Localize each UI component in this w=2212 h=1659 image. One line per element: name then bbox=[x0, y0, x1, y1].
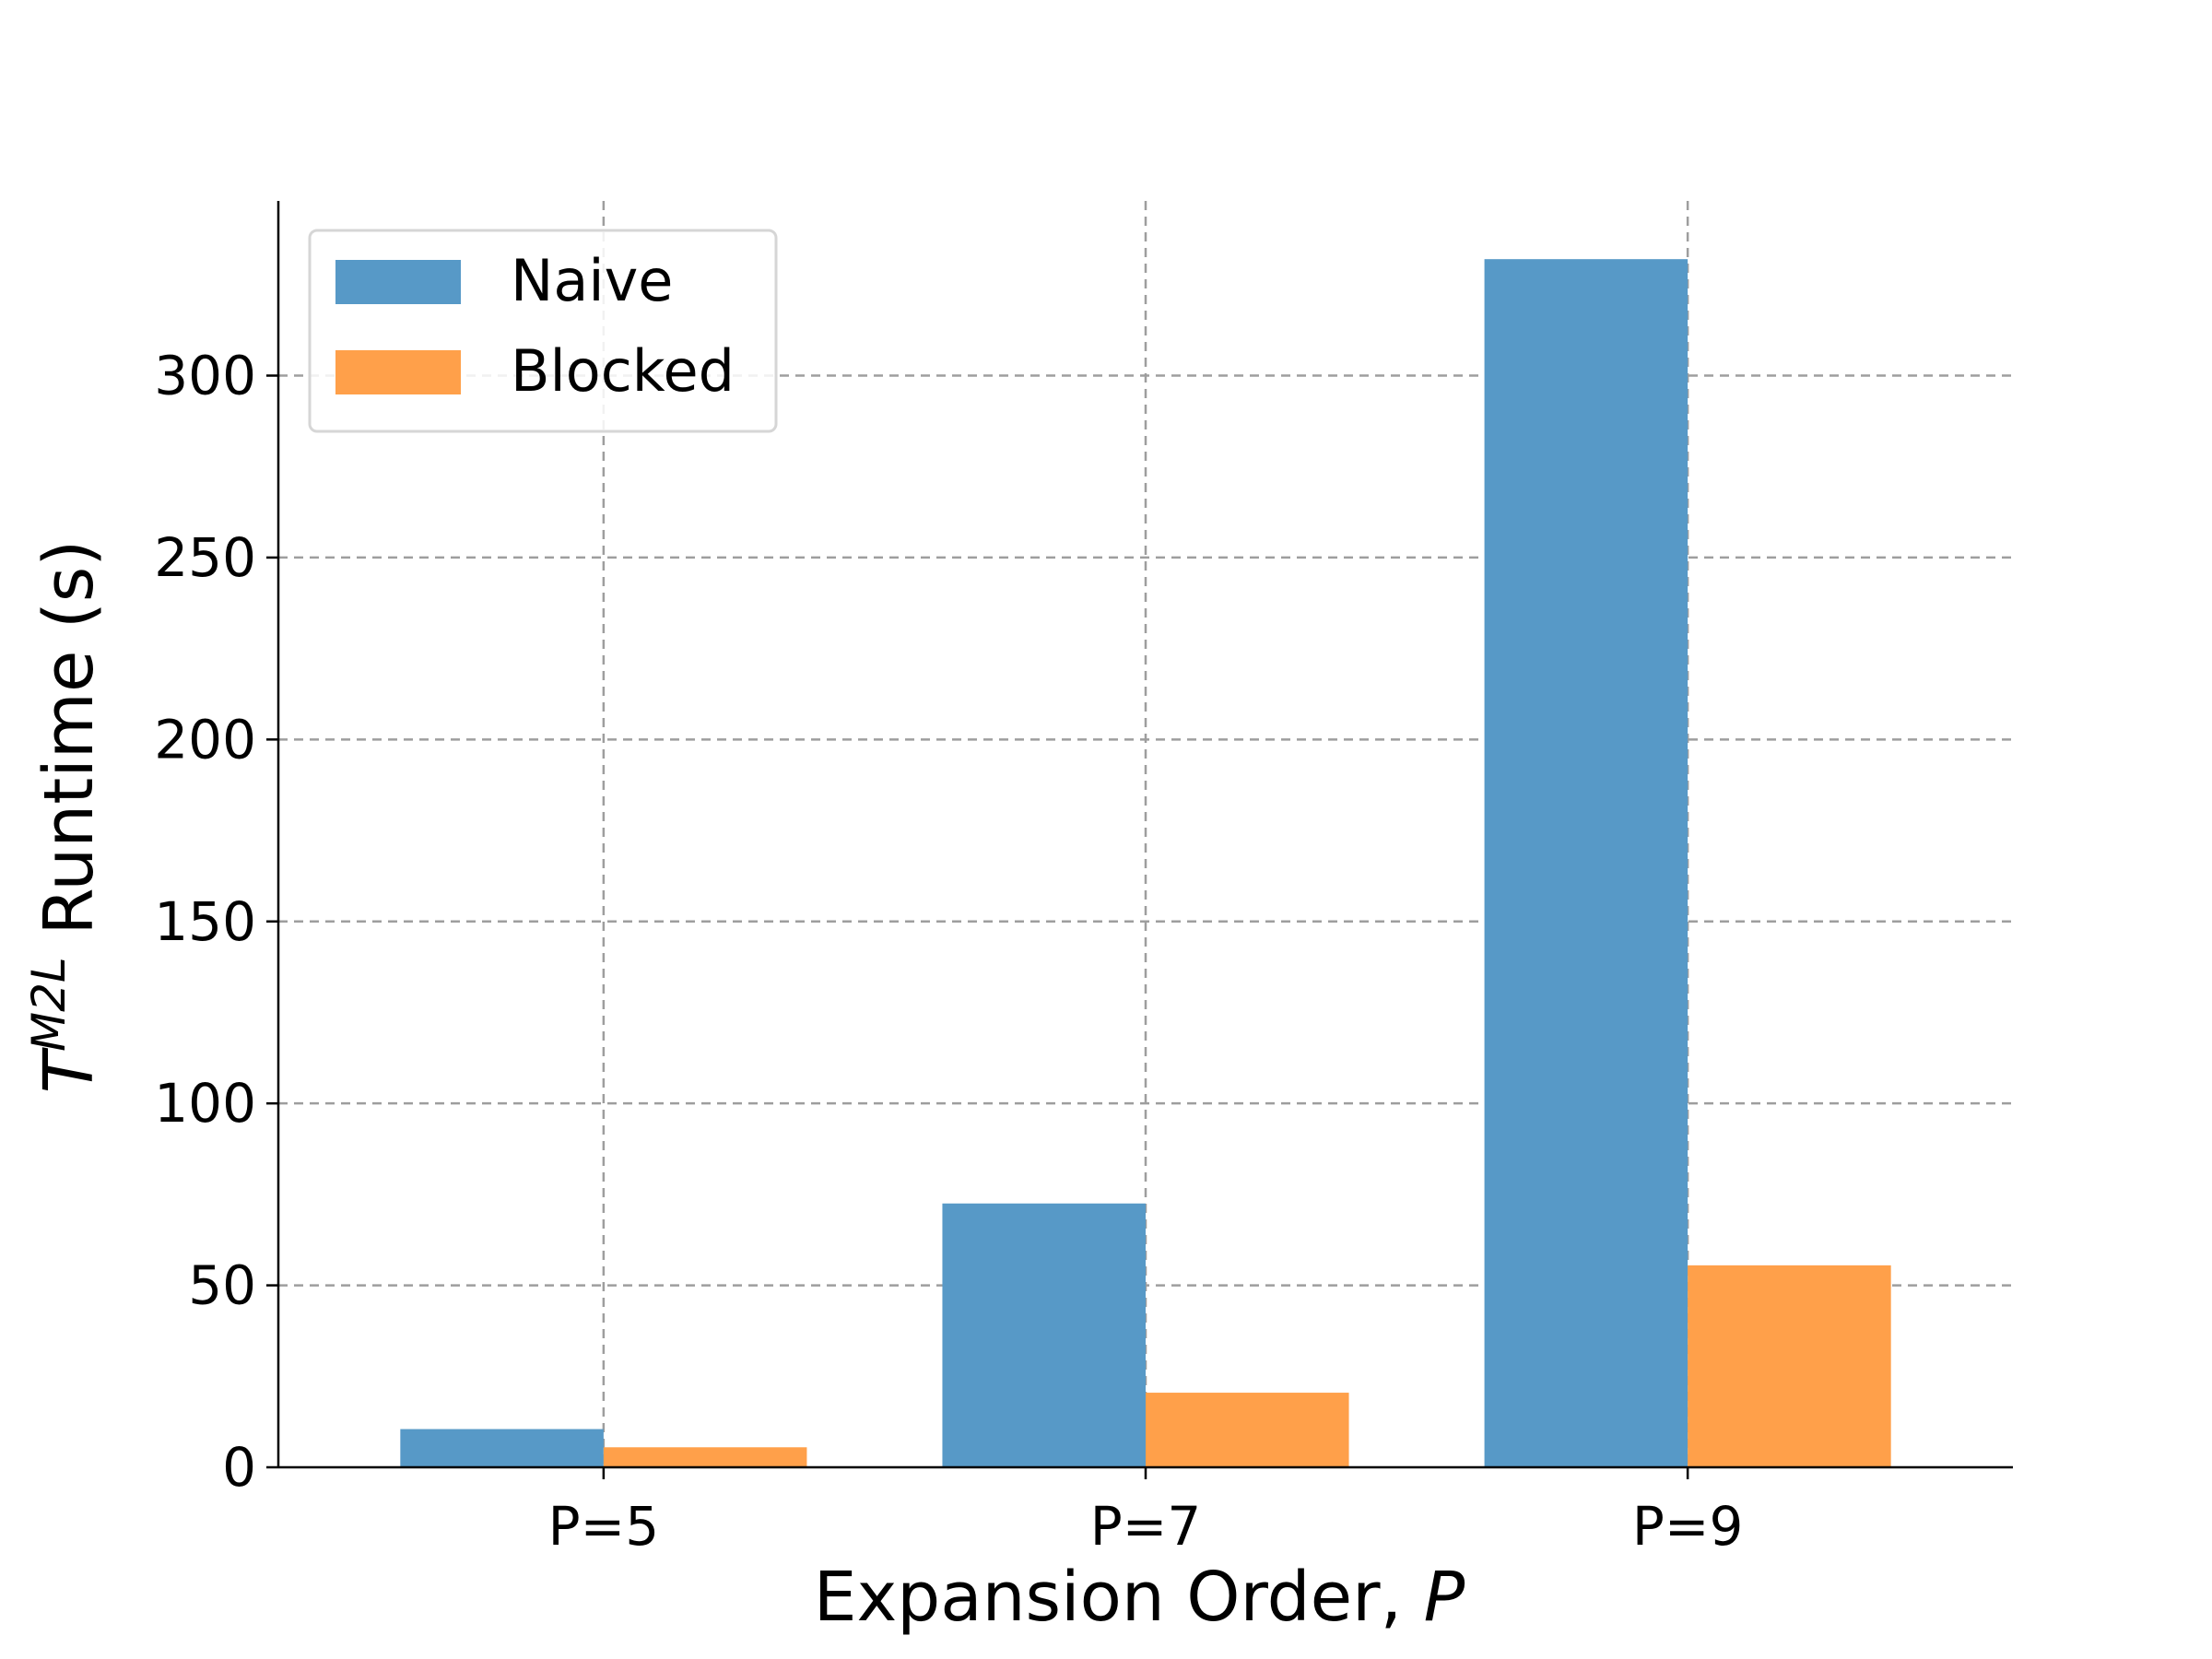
bar-naive-1 bbox=[400, 1429, 604, 1467]
y-tick-label: 100 bbox=[154, 1072, 256, 1135]
y-tick-label: 0 bbox=[222, 1436, 256, 1499]
y-tick-label: 200 bbox=[154, 708, 256, 771]
bar-blocked-2 bbox=[1146, 1393, 1349, 1467]
legend-swatch-blocked bbox=[335, 350, 461, 394]
bar-naive-2 bbox=[942, 1203, 1146, 1467]
bar-blocked-3 bbox=[1688, 1265, 1891, 1467]
x-tick-labels: P=5 P=7 P=9 bbox=[548, 1495, 1744, 1558]
legend: Naive Blocked bbox=[308, 229, 778, 433]
y-tick-label: 150 bbox=[154, 890, 256, 953]
x-tick-label: P=5 bbox=[548, 1495, 659, 1558]
y-tick-label: 50 bbox=[188, 1254, 256, 1317]
legend-label-naive: Naive bbox=[511, 247, 673, 314]
bar-naive-3 bbox=[1484, 259, 1688, 1468]
legend-label-blocked: Blocked bbox=[511, 337, 735, 405]
y-tick-label: 300 bbox=[154, 345, 256, 407]
y-tick-label: 250 bbox=[154, 526, 256, 589]
y-axis-label: TM2L Runtime (s) bbox=[22, 540, 109, 1093]
axes bbox=[266, 201, 2013, 1479]
x-tick-label: P=7 bbox=[1090, 1495, 1201, 1558]
y-tick-labels: 0 50 100 150 200 250 300 bbox=[154, 345, 256, 1499]
legend-swatch-naive bbox=[335, 260, 461, 304]
x-axis-label: Expansion Order, P bbox=[814, 1558, 1465, 1637]
x-tick-label: P=9 bbox=[1632, 1495, 1743, 1558]
bars bbox=[400, 259, 1891, 1468]
bar-blocked-1 bbox=[603, 1447, 807, 1467]
